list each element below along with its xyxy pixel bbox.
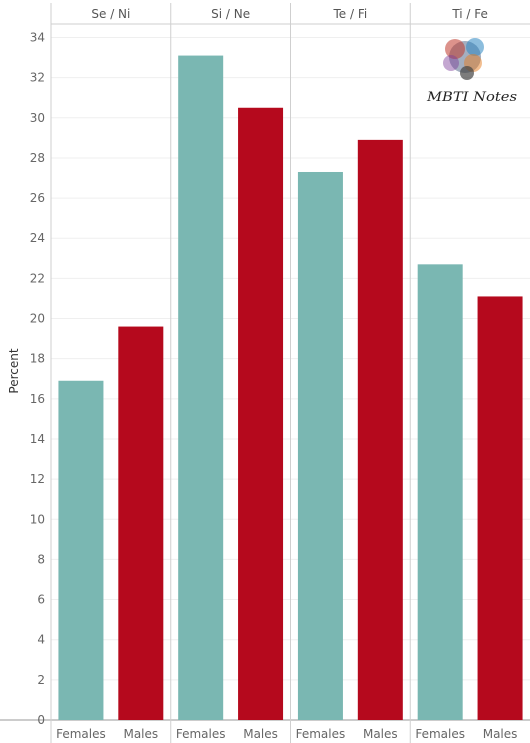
y-tick-label: 24 bbox=[30, 231, 45, 245]
y-tick-label: 0 bbox=[37, 713, 45, 727]
y-tick-label: 26 bbox=[30, 191, 45, 205]
logo: MBTI Notes bbox=[426, 38, 518, 105]
logo-smoke-icon bbox=[443, 38, 484, 80]
panel-title: Se / Ni bbox=[91, 7, 130, 21]
bar-females bbox=[297, 171, 343, 720]
y-tick-label: 34 bbox=[30, 31, 45, 45]
y-tick-label: 28 bbox=[30, 151, 45, 165]
panel-title: Te / Fi bbox=[333, 7, 368, 21]
x-category-label: Females bbox=[296, 727, 346, 741]
y-tick-label: 22 bbox=[30, 271, 45, 285]
x-category-label: Females bbox=[415, 727, 465, 741]
panel-title: Ti / Fe bbox=[451, 7, 488, 21]
y-tick-label: 4 bbox=[37, 633, 45, 647]
y-axis-title: Percent bbox=[7, 348, 21, 393]
bars bbox=[58, 55, 523, 721]
y-tick-label: 6 bbox=[37, 593, 45, 607]
x-category-label: Males bbox=[363, 727, 398, 741]
y-tick-label: 18 bbox=[30, 352, 45, 366]
y-tick-label: 32 bbox=[30, 71, 45, 85]
bar-males bbox=[118, 326, 164, 720]
bar-females bbox=[178, 55, 224, 721]
x-category-label: Females bbox=[56, 727, 106, 741]
y-tick-label: 16 bbox=[30, 392, 45, 406]
bar-males bbox=[357, 139, 403, 720]
y-tick-label: 2 bbox=[37, 673, 45, 687]
x-axis-categories: Females Males Females Males Females Males Fema… bbox=[56, 727, 517, 741]
bar-females bbox=[417, 264, 463, 720]
bar-males bbox=[238, 107, 284, 721]
y-tick-label: 20 bbox=[30, 312, 45, 326]
bar-males bbox=[477, 296, 523, 720]
x-category-label: Females bbox=[176, 727, 226, 741]
panel-titles: Se / Ni Si / Ne Te / Fi Ti / Fe bbox=[91, 7, 488, 21]
bar-females bbox=[58, 380, 104, 720]
x-category-label: Males bbox=[123, 727, 158, 741]
panel-frame bbox=[0, 3, 530, 743]
y-tick-label: 30 bbox=[30, 111, 45, 125]
logo-text: MBTI Notes bbox=[426, 90, 518, 105]
x-category-label: Males bbox=[243, 727, 278, 741]
y-tick-label: 12 bbox=[30, 472, 45, 486]
y-tick-label: 14 bbox=[30, 432, 45, 446]
y-tick-label: 8 bbox=[37, 552, 45, 566]
y-tick-label: 10 bbox=[30, 512, 45, 526]
x-category-label: Males bbox=[483, 727, 518, 741]
panel-title: Si / Ne bbox=[211, 7, 250, 21]
